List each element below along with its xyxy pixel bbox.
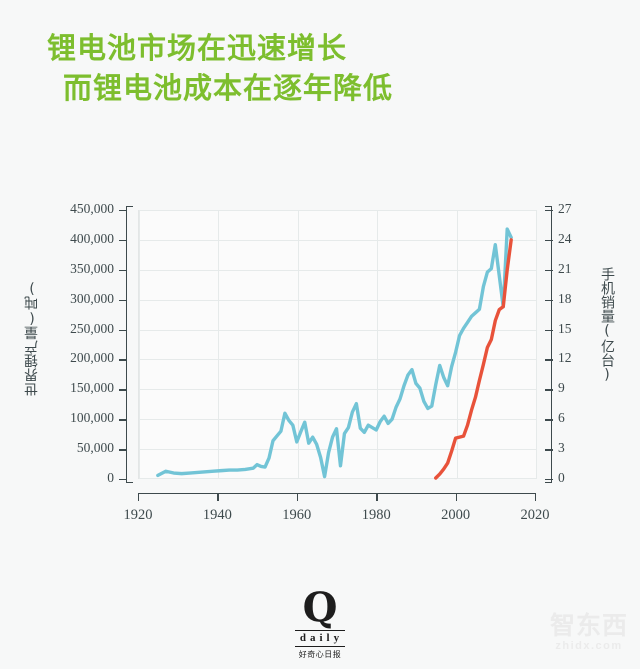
y-axis-right-tick-label: 21	[558, 260, 572, 276]
gridline-horizontal	[139, 478, 536, 479]
gridline-vertical	[297, 210, 299, 479]
gridline-horizontal	[139, 389, 536, 391]
y-axis-right-tick	[545, 210, 553, 212]
y-axis-left-tick	[119, 449, 127, 451]
y-axis-right-tick-label: 3	[558, 440, 565, 456]
gridline-horizontal	[139, 299, 536, 301]
y-axis-right-tick	[545, 329, 553, 331]
gridline-horizontal	[139, 269, 536, 271]
series-line	[156, 227, 513, 479]
logo-q-mark: Q	[302, 584, 338, 631]
y-axis-right-tick-label: 27	[558, 201, 572, 216]
y-axis-right-tick-label: 18	[558, 290, 572, 306]
x-axis-tick-label: 1960	[282, 507, 312, 523]
y-axis-left-tick-label: 450,000	[70, 201, 114, 216]
y-axis-right-tick	[545, 389, 553, 391]
y-axis-right-tick	[545, 479, 553, 481]
y-axis-right-title: 手机销量(亿台)	[599, 267, 615, 383]
y-axis-right-tick-label: 6	[558, 410, 565, 426]
gridline-horizontal	[139, 329, 536, 331]
y-axis-left-spine	[126, 206, 133, 483]
y-axis-right-tick	[545, 299, 553, 302]
watermark: 智东西 zhidx.com	[550, 612, 628, 653]
y-axis-left-tick-label: 350,000	[70, 260, 114, 276]
gridline-horizontal	[139, 419, 536, 421]
y-axis-left-tick-label: 100,000	[70, 410, 114, 426]
y-axis-right-tick-label: 24	[558, 230, 572, 246]
title-line-2: 而锂电池成本在逐年降低	[63, 71, 394, 105]
y-axis-left-tick	[119, 389, 127, 391]
logo-wordmark: daily	[294, 630, 346, 647]
gridline-vertical	[377, 210, 379, 479]
watermark-chinese: 智东西	[549, 611, 628, 640]
x-axis-tick	[296, 493, 299, 501]
y-axis-left-tick	[119, 269, 127, 272]
y-axis-left-title: 世界锂产量(吨)	[24, 280, 40, 396]
y-axis-right-tick	[545, 419, 553, 421]
y-axis-right-tick-label: 9	[558, 380, 565, 396]
chart-lines	[156, 227, 513, 480]
y-axis-left-tick-label: 150,000	[70, 380, 114, 396]
y-axis-right-tick	[545, 239, 553, 242]
title-line-1: 锂电池市场在迅速增长	[47, 31, 348, 65]
y-axis-right-tick-label: 15	[558, 320, 572, 336]
gridline-vertical	[139, 210, 140, 479]
logo-chinese-name: 好奇心日报	[298, 650, 342, 659]
y-axis-right-tick-label: 0	[558, 470, 565, 485]
x-axis-tick	[138, 493, 140, 501]
y-axis-right-tick	[545, 449, 553, 451]
chart-container: 0 50,000 100,000 150,000 200,000 250,000 300,0…	[0, 185, 640, 535]
y-axis-left-tick-label: 200,000	[70, 350, 114, 366]
gridline-horizontal	[139, 239, 536, 241]
x-axis-tick-label: 1940	[202, 507, 232, 523]
y-axis-left-tick	[119, 329, 127, 331]
x-axis-tick	[535, 493, 537, 501]
gridline-horizontal	[139, 210, 536, 211]
y-axis-right-tick	[545, 269, 553, 272]
x-axis-tick-label: 1980	[361, 507, 391, 523]
page-title: 锂电池市场在迅速增长 而锂电池成本在逐年降低	[47, 28, 607, 108]
series-line	[434, 238, 513, 480]
gridline-vertical	[218, 210, 220, 479]
y-axis-left-tick	[119, 210, 127, 212]
y-axis-left-tick-label: 400,000	[70, 230, 114, 246]
x-axis-tick-label: 2020	[520, 507, 550, 523]
y-axis-left-tick-label: 0	[107, 470, 114, 485]
brand-logo: Q daily 好奇心日报	[0, 588, 640, 660]
gridline-horizontal	[139, 359, 536, 361]
gridline-vertical	[536, 210, 537, 479]
watermark-url: zhidx.com	[555, 640, 623, 652]
y-axis-left-tick	[119, 239, 127, 242]
y-axis-left-tick-label: 50,000	[76, 440, 114, 456]
y-axis-left-tick	[119, 479, 127, 481]
y-axis-left-tick-label: 300,000	[70, 290, 114, 306]
y-axis-right-tick-label: 12	[558, 350, 572, 366]
y-axis-left-tick-label: 250,000	[70, 320, 114, 336]
x-axis-tick	[217, 493, 219, 501]
y-axis-left-tick	[119, 419, 127, 421]
y-axis-right-spine	[545, 206, 552, 483]
y-axis-right-tick	[545, 359, 553, 361]
y-axis-left-tick	[119, 299, 127, 302]
y-axis-left-tick	[119, 359, 127, 361]
x-axis-tick	[376, 493, 378, 501]
x-axis-tick-label: 2000	[441, 507, 471, 523]
x-axis-spine	[138, 493, 536, 501]
x-axis-tick-label: 1920	[123, 507, 153, 523]
x-axis-tick	[455, 493, 457, 501]
